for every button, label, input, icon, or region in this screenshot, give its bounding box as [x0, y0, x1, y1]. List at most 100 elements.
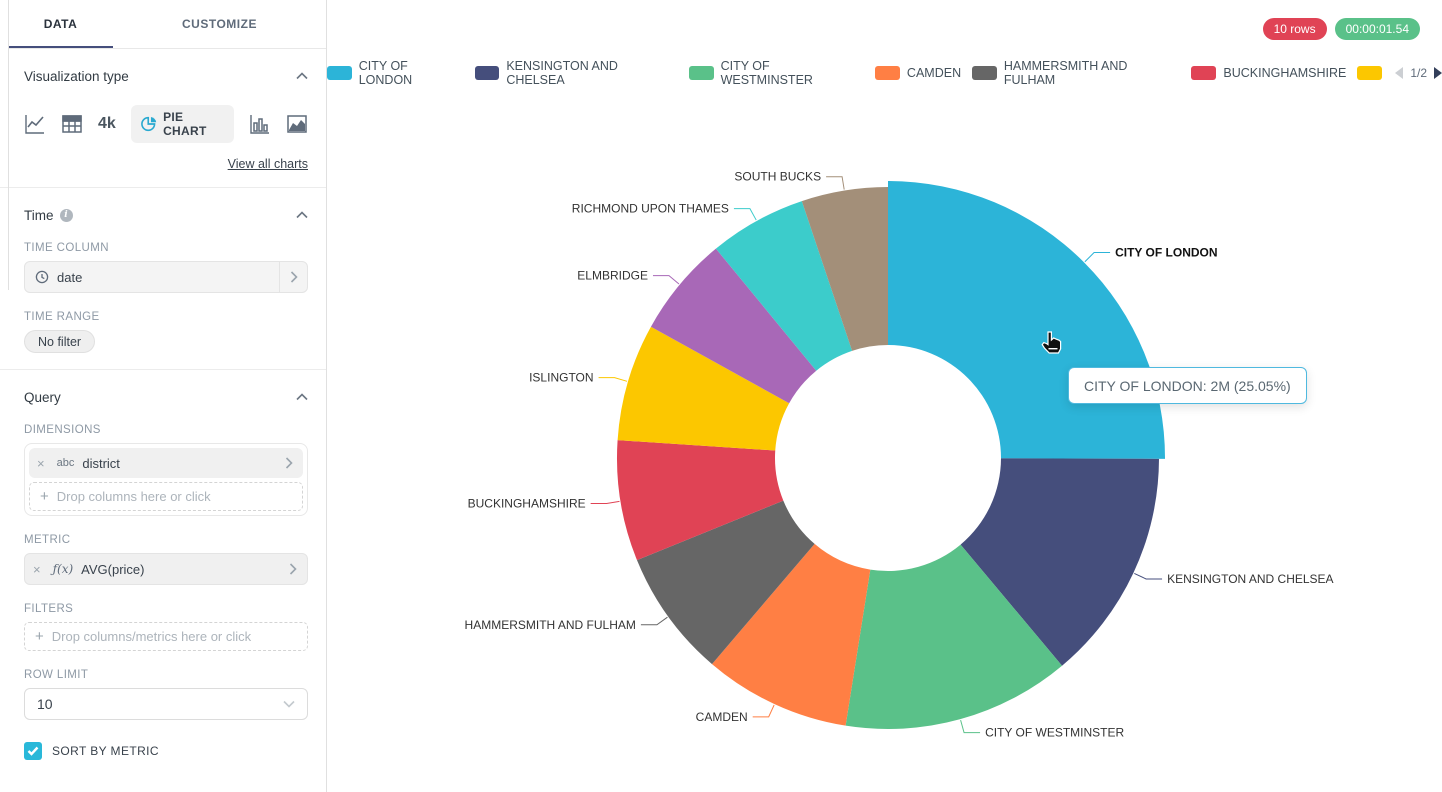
pie-slice-elmbridge[interactable]: [650, 248, 817, 404]
chevron-right-icon[interactable]: [279, 554, 307, 584]
pie-slice-city-of-london[interactable]: [888, 181, 1165, 459]
legend-swatch: [1357, 66, 1383, 80]
remove-dimension-icon[interactable]: ×: [37, 455, 45, 471]
legend-swatch: [972, 66, 997, 80]
plus-icon: +: [35, 628, 44, 645]
legend-item[interactable]: HAMMERSMITH AND FULHAM: [972, 59, 1180, 87]
sidebar-tabs: DATA CUSTOMIZE: [8, 0, 326, 49]
big-number-icon[interactable]: 4k: [98, 115, 116, 132]
legend-label: CITY OF WESTMINSTER: [720, 59, 813, 87]
sort-by-metric-label: SORT BY METRIC: [52, 744, 159, 758]
legend-label: BUCKINGHAMSHIRE: [1223, 66, 1347, 80]
panel-resize-handle[interactable]: [8, 0, 9, 290]
chevron-right-icon[interactable]: [275, 448, 303, 478]
column-type-tag: abc: [56, 457, 75, 469]
bar-chart-icon[interactable]: [249, 112, 271, 136]
legend-item[interactable]: CAMDEN: [874, 66, 961, 80]
legend-next-arrow[interactable]: [1434, 67, 1442, 79]
row-limit-value: 10: [37, 696, 53, 712]
pie-label-line: [598, 377, 628, 382]
metric-avg-price[interactable]: × ƒ(x) AVG(price): [24, 553, 308, 585]
area-chart-icon[interactable]: [286, 112, 308, 136]
pie-label: BUCKINGHAMSHIRE: [468, 496, 586, 510]
table-icon[interactable]: [61, 112, 83, 136]
pie-slice-buckinghamshire[interactable]: [617, 440, 784, 561]
collapse-chevron-icon[interactable]: [296, 67, 308, 85]
query-duration-badge[interactable]: 00:00:01.54: [1334, 18, 1420, 40]
time-column-control[interactable]: date: [24, 261, 308, 293]
legend-swatch: [688, 66, 714, 80]
metric-label: METRIC: [24, 534, 71, 546]
row-limit-label: ROW LIMIT: [24, 669, 89, 681]
legend-item[interactable]: CITY OF WESTMINSTER: [688, 59, 864, 87]
legend-item[interactable]: BUCKINGHAMSHIRE: [1191, 66, 1346, 80]
tab-data[interactable]: DATA: [8, 0, 113, 48]
legend-swatch: [327, 66, 352, 80]
time-section-title: Time: [24, 207, 54, 223]
tab-customize[interactable]: CUSTOMIZE: [182, 17, 257, 31]
chart-panel: 10 rows 00:00:01.54 CITY OF LONDON KENSIN…: [327, 0, 1442, 792]
legend-prev-arrow[interactable]: [1395, 67, 1404, 79]
remove-metric-icon[interactable]: ×: [33, 561, 41, 577]
row-limit-select[interactable]: 10: [24, 688, 308, 720]
pie-slice-city-of-westminster[interactable]: [845, 544, 1063, 729]
pie-slice-south-bucks[interactable]: [801, 187, 888, 351]
pie-label: SOUTH BUCKS: [734, 170, 821, 184]
dimension-value: district: [82, 455, 120, 471]
legend-label: KENSINGTON AND CHELSEA: [506, 59, 618, 87]
pointer-hand-cursor: [1041, 331, 1062, 354]
pie-label: ELMBRIDGE: [577, 269, 648, 283]
filters-drop-zone[interactable]: + Drop columns/metrics here or click: [24, 622, 308, 651]
time-column-value: date: [57, 269, 83, 285]
collapse-chevron-icon[interactable]: [296, 388, 308, 406]
pie-label-line: [1084, 252, 1111, 263]
pie-slice-camden[interactable]: [711, 543, 871, 726]
pie-label-line: [733, 208, 757, 221]
legend-swatch: [1191, 66, 1217, 80]
pie-slice-hammersmith-and-fulham[interactable]: [636, 500, 815, 665]
row-count-badge[interactable]: 10 rows: [1262, 18, 1327, 40]
pie-slice-islington[interactable]: [617, 326, 790, 451]
pie-label: ISLINGTON: [529, 371, 593, 385]
legend-label: CITY OF LONDON: [358, 59, 413, 87]
query-section: Query DIMENSIONS × abc district: [0, 370, 326, 776]
pie-label: RICHMOND UPON THAMES: [572, 202, 729, 216]
viz-type-title: Visualization type: [24, 68, 129, 84]
chevron-right-icon[interactable]: [279, 262, 307, 292]
legend-swatch: [874, 66, 900, 80]
time-section: Time i TIME COLUMN date TIM: [0, 188, 326, 370]
dimensions-drop-zone[interactable]: + Drop columns here or click: [29, 482, 303, 511]
chevron-down-icon: [283, 700, 295, 708]
pie-slice-richmond-upon-thames[interactable]: [715, 201, 853, 371]
selected-viz-label: PIE CHART: [163, 110, 207, 138]
pie-label: HAMMERSMITH AND FULHAM: [465, 618, 636, 632]
pie-label-line: [640, 616, 668, 626]
time-column-label: TIME COLUMN: [24, 242, 109, 254]
selected-viz-pie-chart[interactable]: PIE CHART: [130, 105, 234, 143]
pie-chart[interactable]: CITY OF LONDON KENSINGTON AND CHELSEA CITY…: [327, 0, 1442, 792]
sort-by-metric-row[interactable]: SORT BY METRIC: [24, 742, 308, 760]
metric-value: AVG(price): [81, 561, 145, 577]
time-range-label: TIME RANGE: [24, 311, 100, 323]
line-chart-icon[interactable]: [24, 112, 46, 136]
sort-by-metric-checkbox[interactable]: [24, 742, 42, 760]
pie-label: CITY OF LONDON: [1115, 246, 1217, 260]
metric-type-tag: ƒ(x): [52, 562, 74, 576]
info-icon[interactable]: i: [59, 208, 73, 222]
collapse-chevron-icon[interactable]: [296, 206, 308, 224]
time-range-pill[interactable]: No filter: [24, 330, 96, 353]
dimensions-group: × abc district + Drop columns here or cl…: [24, 443, 308, 516]
pie-label: KENSINGTON AND CHELSEA: [1167, 572, 1334, 586]
pie-slice-kensington-and-chelsea[interactable]: [960, 458, 1159, 666]
pie-label-line: [1134, 572, 1163, 580]
view-all-charts-link[interactable]: View all charts: [227, 157, 308, 171]
chart-legend: CITY OF LONDON KENSINGTON AND CHELSEA CITY…: [327, 59, 1442, 87]
legend-item[interactable]: [1357, 66, 1383, 80]
legend-item[interactable]: CITY OF LONDON: [327, 59, 464, 87]
dimension-district[interactable]: × abc district: [29, 448, 303, 478]
query-section-title: Query: [24, 389, 61, 405]
pie-label-line: [652, 275, 680, 285]
legend-item[interactable]: KENSINGTON AND CHELSEA: [474, 59, 678, 87]
chart-tooltip: CITY OF LONDON: 2M (25.05%): [1068, 367, 1307, 404]
